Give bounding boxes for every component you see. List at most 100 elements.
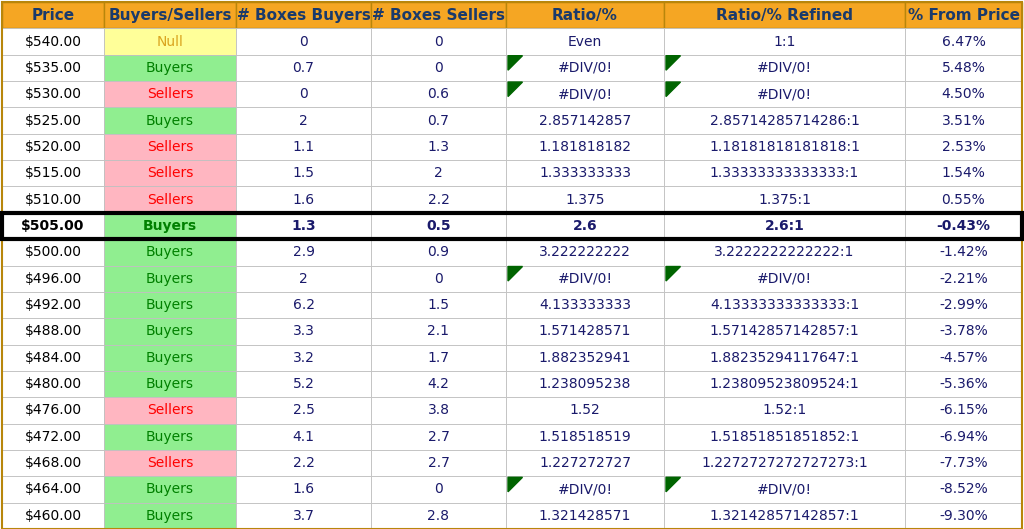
Text: 1.2272727272727273:1: 1.2272727272727273:1 <box>701 456 868 470</box>
Text: 4.1: 4.1 <box>293 430 314 444</box>
Bar <box>104 239 236 266</box>
Text: 0.7: 0.7 <box>428 114 450 127</box>
Bar <box>506 292 664 318</box>
Bar <box>664 318 905 344</box>
Bar <box>2 29 104 54</box>
Bar <box>2 397 104 424</box>
Bar <box>104 134 236 160</box>
Bar <box>371 160 506 186</box>
Text: $472.00: $472.00 <box>25 430 82 444</box>
Text: 4.133333333: 4.133333333 <box>539 298 631 312</box>
Polygon shape <box>508 477 522 492</box>
Polygon shape <box>508 267 522 281</box>
Bar <box>371 29 506 54</box>
Bar <box>905 318 1022 344</box>
Bar <box>506 107 664 134</box>
Text: Sellers: Sellers <box>146 87 194 101</box>
Bar <box>664 450 905 476</box>
Bar <box>371 503 506 529</box>
Bar <box>506 54 664 81</box>
Bar <box>506 213 664 239</box>
Bar <box>905 2 1022 29</box>
Bar <box>506 503 664 529</box>
Text: -5.36%: -5.36% <box>939 377 988 391</box>
Text: Buyers/Sellers: Buyers/Sellers <box>109 8 231 23</box>
Text: Buyers: Buyers <box>146 482 194 497</box>
Polygon shape <box>666 56 681 70</box>
Bar <box>664 266 905 292</box>
Bar <box>371 54 506 81</box>
Bar <box>506 450 664 476</box>
Polygon shape <box>666 477 681 492</box>
Text: 0: 0 <box>434 34 442 49</box>
Text: 1.52: 1.52 <box>569 404 600 417</box>
Bar <box>506 371 664 397</box>
Bar <box>506 424 664 450</box>
Text: 2.7: 2.7 <box>428 456 450 470</box>
Bar <box>104 371 236 397</box>
Bar <box>236 476 371 503</box>
Text: -3.78%: -3.78% <box>939 324 988 339</box>
Bar <box>905 397 1022 424</box>
Text: -6.15%: -6.15% <box>939 404 988 417</box>
Bar <box>905 476 1022 503</box>
Text: -2.99%: -2.99% <box>939 298 988 312</box>
Bar <box>104 107 236 134</box>
Bar <box>236 397 371 424</box>
Bar <box>104 186 236 213</box>
Bar <box>2 344 104 371</box>
Bar <box>664 29 905 54</box>
Bar <box>104 318 236 344</box>
Text: 3.7: 3.7 <box>293 509 314 523</box>
Text: $464.00: $464.00 <box>25 482 82 497</box>
Text: Buyers: Buyers <box>146 298 194 312</box>
Text: Buyers: Buyers <box>146 377 194 391</box>
Text: #DIV/0!: #DIV/0! <box>757 61 812 75</box>
Text: Buyers: Buyers <box>146 430 194 444</box>
Text: 0.5: 0.5 <box>426 219 451 233</box>
Bar <box>371 344 506 371</box>
Text: 4.50%: 4.50% <box>942 87 985 101</box>
Text: $492.00: $492.00 <box>25 298 82 312</box>
Bar <box>236 266 371 292</box>
Bar <box>664 54 905 81</box>
Bar <box>905 134 1022 160</box>
Bar <box>2 107 104 134</box>
Text: 5.48%: 5.48% <box>941 61 985 75</box>
Text: 1.3: 1.3 <box>427 140 450 154</box>
Bar <box>236 107 371 134</box>
Bar <box>506 2 664 29</box>
Text: -0.43%: -0.43% <box>937 219 990 233</box>
Bar <box>2 2 104 29</box>
Text: 3.8: 3.8 <box>427 404 450 417</box>
Text: Buyers: Buyers <box>146 351 194 364</box>
Polygon shape <box>666 82 681 96</box>
Text: 0: 0 <box>299 34 308 49</box>
Bar <box>2 424 104 450</box>
Bar <box>2 186 104 213</box>
Text: Buyers: Buyers <box>146 61 194 75</box>
Text: 1:1: 1:1 <box>773 34 796 49</box>
Bar <box>371 239 506 266</box>
Text: 2.5: 2.5 <box>293 404 314 417</box>
Bar <box>2 213 104 239</box>
Bar <box>371 266 506 292</box>
Bar <box>104 344 236 371</box>
Bar <box>104 266 236 292</box>
Bar <box>236 450 371 476</box>
Text: Sellers: Sellers <box>146 193 194 207</box>
Text: Sellers: Sellers <box>146 404 194 417</box>
Text: 0: 0 <box>434 272 442 286</box>
Bar <box>664 186 905 213</box>
Bar <box>905 424 1022 450</box>
Bar <box>506 81 664 107</box>
Bar <box>664 424 905 450</box>
Bar <box>2 503 104 529</box>
Bar <box>104 450 236 476</box>
Bar <box>664 292 905 318</box>
Text: 1.5: 1.5 <box>293 166 314 180</box>
Text: -6.94%: -6.94% <box>939 430 988 444</box>
Bar <box>905 54 1022 81</box>
Text: 4.13333333333333:1: 4.13333333333333:1 <box>710 298 859 312</box>
Bar <box>664 239 905 266</box>
